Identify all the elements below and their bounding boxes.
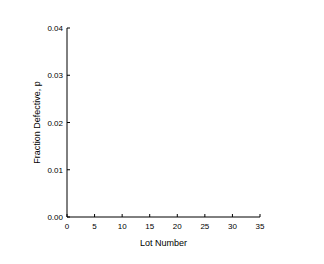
y-tick-label: 0.02	[47, 119, 63, 128]
x-tick-label: 5	[92, 222, 97, 231]
y-tick	[67, 75, 70, 76]
x-axis-line	[67, 217, 260, 218]
x-tick-label: 15	[145, 222, 154, 231]
y-tick-label: 0.04	[47, 24, 63, 33]
chart-svg: 0.00 0.01 0.02 0.03 0.04 0 5 10 15 20 25 30 35 Lot Nu…	[0, 0, 324, 264]
x-tick-label: 20	[173, 222, 182, 231]
y-tick-label: 0.03	[47, 71, 63, 80]
y-tick	[67, 169, 70, 170]
y-axis-label: Fraction Defective, p	[32, 81, 42, 164]
x-tick	[67, 214, 68, 217]
x-tick	[177, 214, 178, 217]
x-tick	[260, 214, 261, 217]
y-tick	[67, 122, 70, 123]
y-tick-label: 0.00	[47, 213, 63, 222]
x-tick	[122, 214, 123, 217]
x-tick-label: 0	[65, 222, 70, 231]
x-tick-label: 35	[256, 222, 265, 231]
x-axis-label: Lot Number	[140, 238, 187, 248]
chart-container: 0.00 0.01 0.02 0.03 0.04 0 5 10 15 20 25 30 35 Lot Nu…	[0, 0, 324, 264]
y-tick	[67, 28, 70, 29]
x-tick	[232, 214, 233, 217]
x-tick	[94, 214, 95, 217]
x-tick-label: 10	[118, 222, 127, 231]
x-tick	[204, 214, 205, 217]
x-tick-label: 25	[200, 222, 209, 231]
y-tick-label: 0.01	[47, 166, 63, 175]
x-tick	[149, 214, 150, 217]
x-tick-label: 30	[228, 222, 237, 231]
